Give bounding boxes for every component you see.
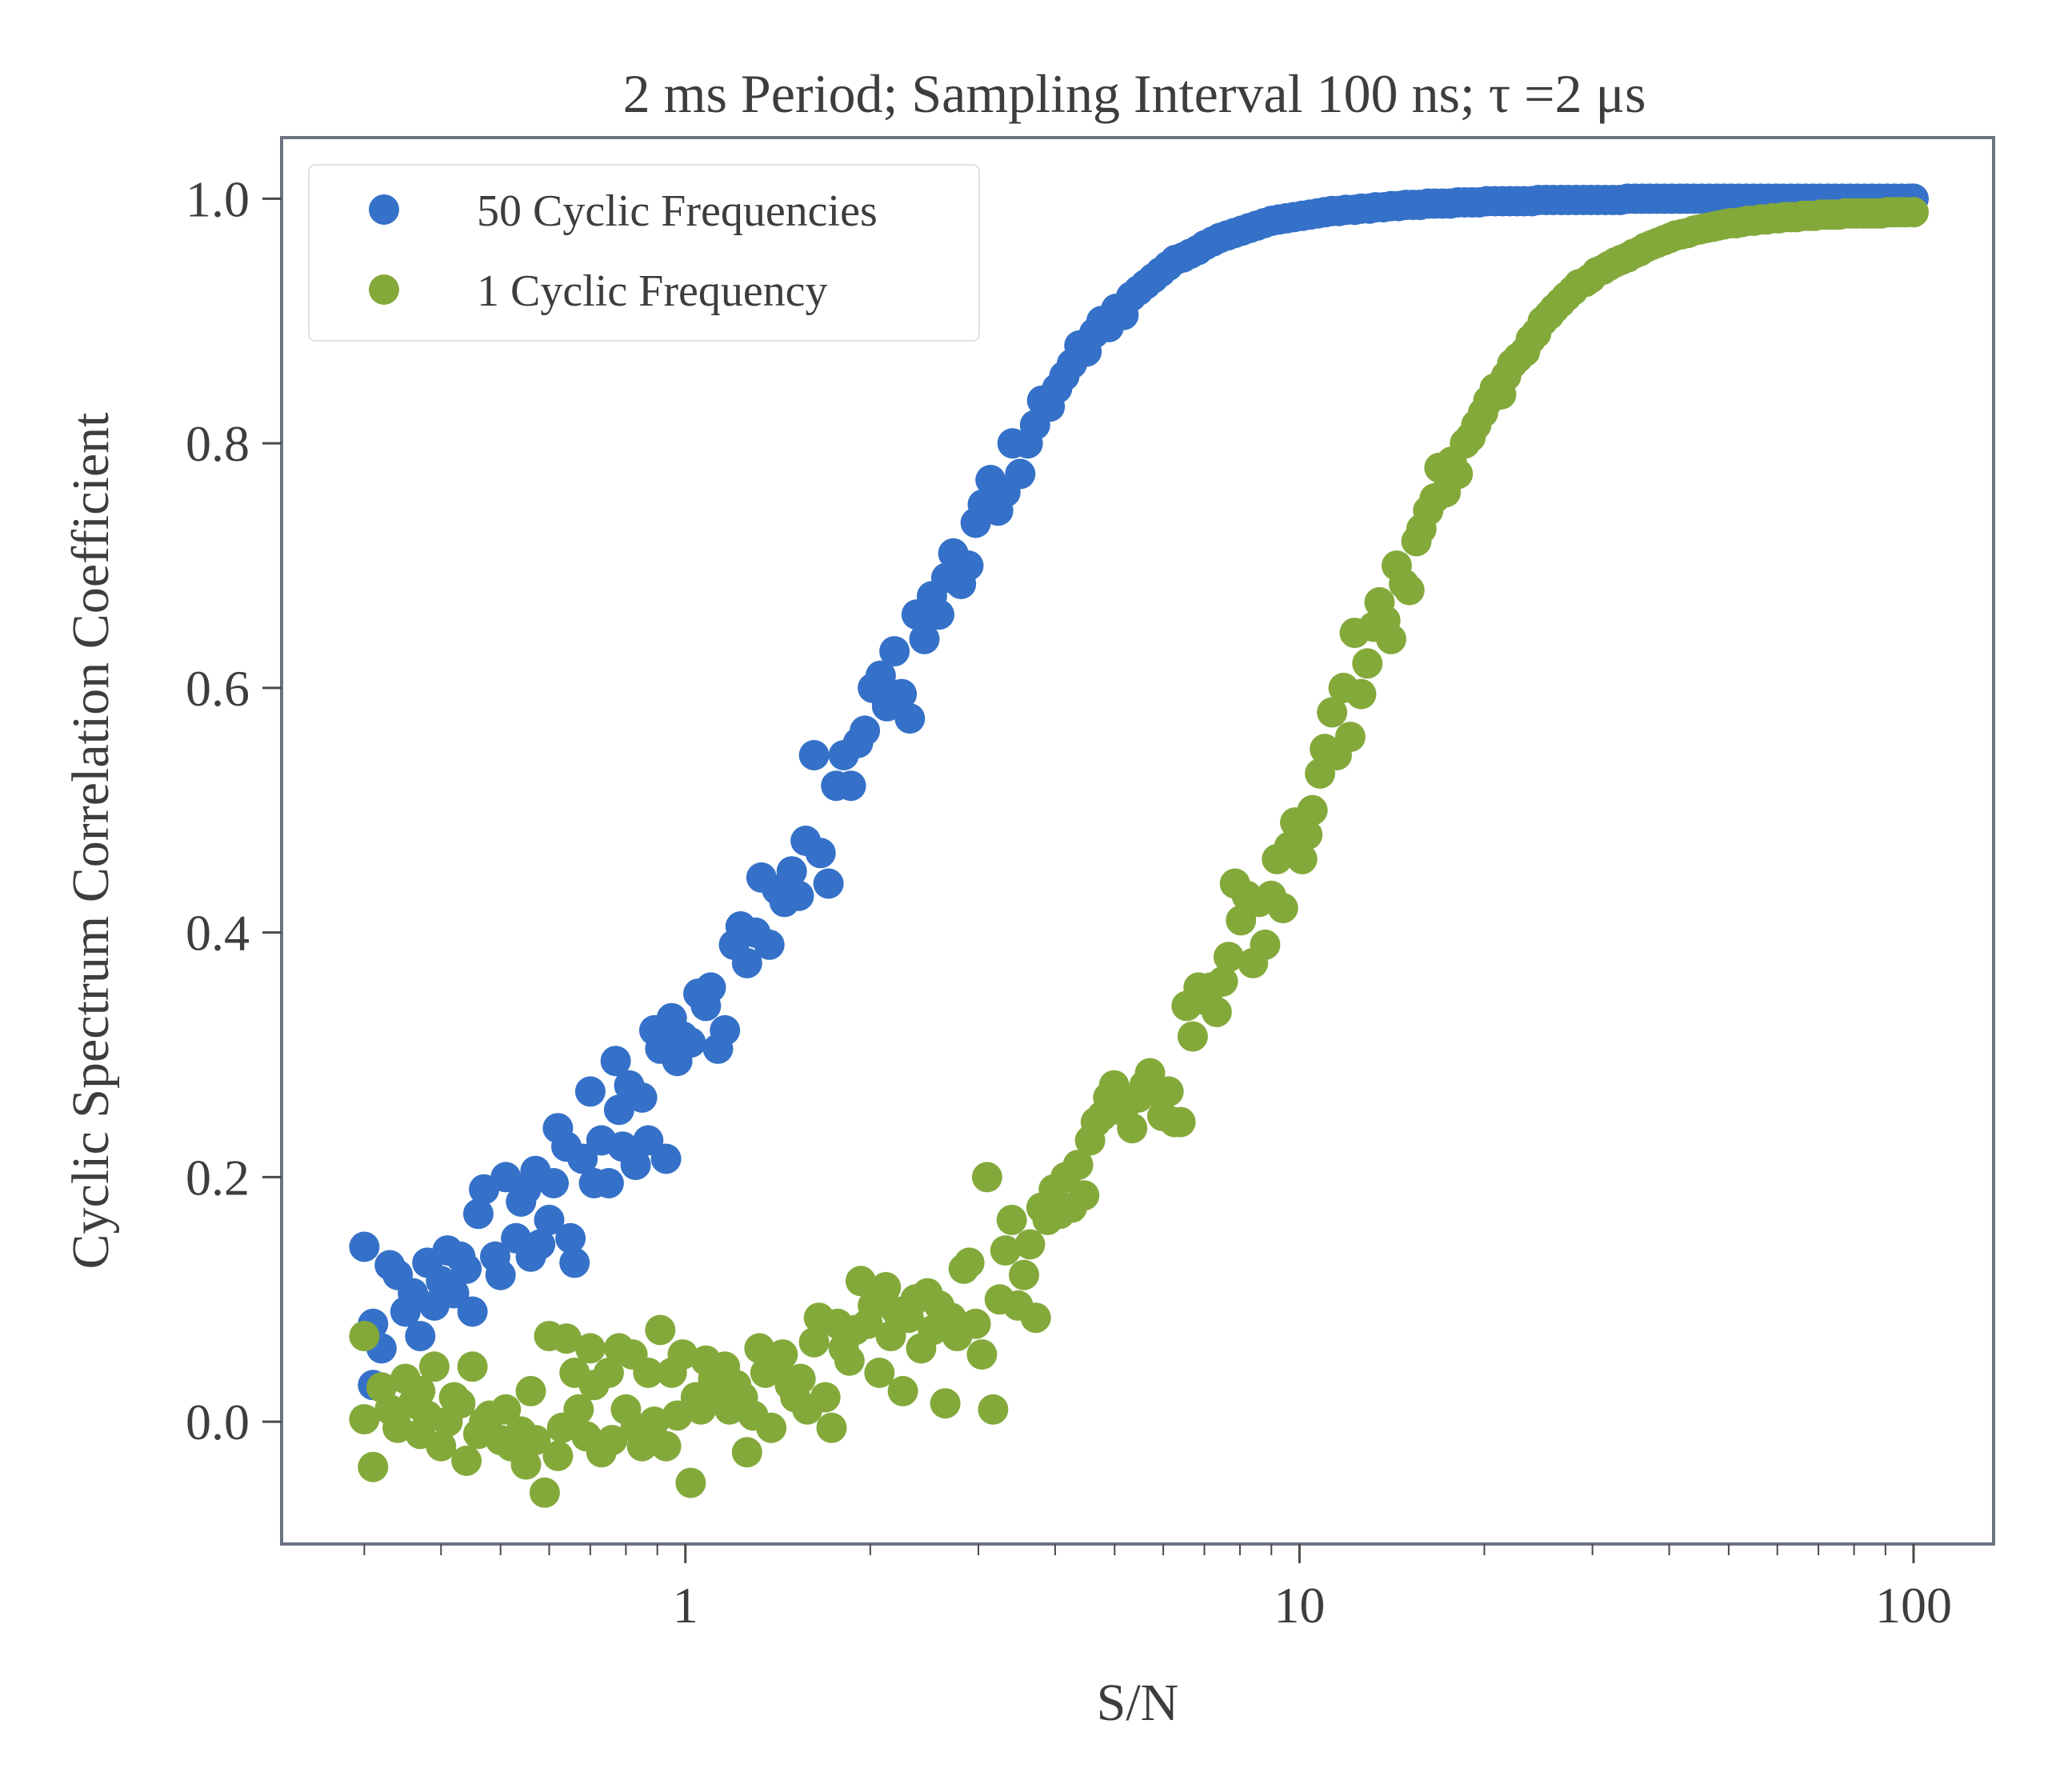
chart-title: 2 ms Period; Sampling Interval 100 ns; τ… (623, 63, 1646, 124)
series-0-point-86 (924, 599, 954, 630)
series-0-point-71 (814, 869, 844, 899)
series-1-point-152 (1268, 893, 1298, 923)
series-0-point-82 (894, 703, 925, 734)
legend-label-50-cyclic-frequencies: 50 Cyclic Frequencies (477, 186, 878, 236)
series-1-point-256 (1898, 197, 1929, 227)
series-1-point-36 (575, 1333, 606, 1363)
series-1-point-30 (542, 1441, 573, 1471)
series-1-point-137 (1178, 1022, 1208, 1052)
series-0-point-20 (486, 1260, 516, 1290)
series-0-point-48 (651, 1144, 682, 1174)
series-1-point-165 (1346, 679, 1376, 710)
series-1-point-80 (834, 1346, 865, 1376)
series-1-point-181 (1442, 458, 1473, 489)
x-tick-label-2: 100 (1875, 1577, 1952, 1634)
series-0-point-76 (850, 715, 880, 746)
series-1-point-110 (1015, 1230, 1046, 1260)
series-1-point-166 (1352, 648, 1382, 678)
series-1-point-149 (1250, 930, 1280, 960)
series-1-point-103 (972, 1162, 1002, 1192)
series-0-point-97 (1005, 458, 1035, 489)
y-tick-label-4: 0.8 (186, 415, 250, 472)
series-1-point-67 (756, 1413, 786, 1443)
series-0-point-33 (559, 1247, 590, 1278)
series-1-point-133 (1154, 1076, 1184, 1106)
series-1-point-48 (645, 1315, 675, 1346)
series-0-point-15 (451, 1254, 482, 1284)
series-1-point-26 (516, 1376, 546, 1406)
series-1-point-53 (675, 1468, 706, 1498)
series-1-point-28 (530, 1478, 560, 1508)
series-1-point-63 (732, 1437, 762, 1467)
series-0-point-52 (675, 1027, 706, 1058)
series-0-point-8 (405, 1321, 435, 1351)
series-1-point-102 (966, 1339, 997, 1370)
series-0-point-0 (349, 1232, 379, 1262)
series-1-point-0 (349, 1321, 379, 1351)
series-1-point-157 (1298, 795, 1328, 826)
series-1-point-101 (961, 1309, 991, 1339)
y-tick-label-2: 0.4 (186, 905, 250, 962)
legend-label-1-cyclic-frequency: 1 Cyclic Frequency (477, 266, 828, 316)
series-0-point-63 (754, 930, 785, 960)
y-tick-label-5: 1.0 (186, 170, 250, 227)
y-tick-label-1: 0.2 (186, 1149, 250, 1206)
series-1-point-135 (1166, 1107, 1196, 1138)
series-1-point-17 (458, 1351, 488, 1382)
series-1-point-76 (810, 1382, 841, 1413)
legend-marker-50-cyclic-frequencies (369, 194, 399, 225)
series-1-point-173 (1394, 575, 1425, 606)
legend: 50 Cyclic Frequencies 1 Cyclic Frequency (309, 165, 979, 341)
legend-marker-1-cyclic-frequency (369, 274, 399, 305)
series-0-point-35 (575, 1076, 606, 1106)
series-1-point-141 (1202, 997, 1232, 1027)
x-tick-label-0: 1 (673, 1577, 698, 1634)
series-1-point-16 (451, 1446, 482, 1476)
series-1-point-77 (817, 1413, 847, 1443)
y-tick-label-3: 0.6 (186, 660, 250, 717)
series-1-point-109 (1009, 1260, 1039, 1290)
series-1-point-96 (930, 1388, 961, 1418)
series-1-point-107 (997, 1205, 1027, 1235)
series-0-point-44 (627, 1082, 658, 1113)
series-1-point-2 (358, 1452, 388, 1482)
series-1-point-170 (1376, 624, 1406, 654)
series-0-point-38 (594, 1168, 624, 1198)
figure-background (0, 0, 2048, 1792)
series-0-point-16 (458, 1297, 488, 1327)
series-0-point-90 (954, 550, 984, 581)
y-axis-label: Cyclic Spectrum Correlation Coefficient (62, 413, 120, 1270)
series-0-point-70 (806, 838, 836, 868)
series-1-point-163 (1335, 722, 1366, 752)
series-1-point-72 (786, 1364, 816, 1394)
series-0-point-57 (710, 1015, 740, 1046)
series-1-point-69 (767, 1339, 798, 1370)
x-tick-label-1: 10 (1274, 1577, 1325, 1634)
series-0-point-29 (538, 1168, 569, 1198)
y-tick-label-0: 0.0 (186, 1394, 250, 1450)
series-0-point-80 (879, 636, 910, 666)
series-1-point-119 (1069, 1180, 1099, 1210)
series-0-point-74 (836, 770, 866, 801)
series-1-point-49 (651, 1431, 682, 1462)
series-1-point-104 (978, 1394, 1008, 1425)
series-1-point-100 (954, 1247, 985, 1278)
series-0-point-67 (784, 881, 814, 911)
series-1-point-127 (1117, 1113, 1147, 1143)
scatter-chart: 2 ms Period; Sampling Interval 100 ns; τ… (0, 0, 2048, 1792)
series-0-point-55 (696, 972, 726, 1002)
series-0-point-69 (799, 740, 830, 770)
series-1-point-89 (888, 1376, 918, 1406)
series-1-point-11 (419, 1351, 450, 1382)
series-1-point-111 (1021, 1302, 1051, 1333)
x-axis-label: S/N (1097, 1674, 1179, 1732)
series-1-point-15 (445, 1388, 475, 1418)
